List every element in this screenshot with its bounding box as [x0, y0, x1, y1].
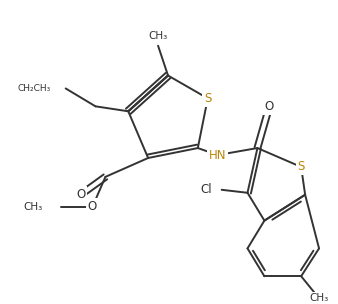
- Text: CH₃: CH₃: [309, 293, 329, 303]
- Text: O: O: [88, 200, 97, 213]
- Text: HN: HN: [209, 149, 226, 161]
- Text: O: O: [76, 188, 85, 201]
- Text: S: S: [204, 92, 212, 105]
- Text: CH₂CH₃: CH₂CH₃: [18, 84, 51, 93]
- Text: S: S: [297, 161, 305, 174]
- Text: Cl: Cl: [200, 183, 212, 196]
- Text: O: O: [265, 100, 274, 113]
- Text: CH₃: CH₃: [24, 202, 43, 212]
- Text: CH₃: CH₃: [148, 31, 168, 41]
